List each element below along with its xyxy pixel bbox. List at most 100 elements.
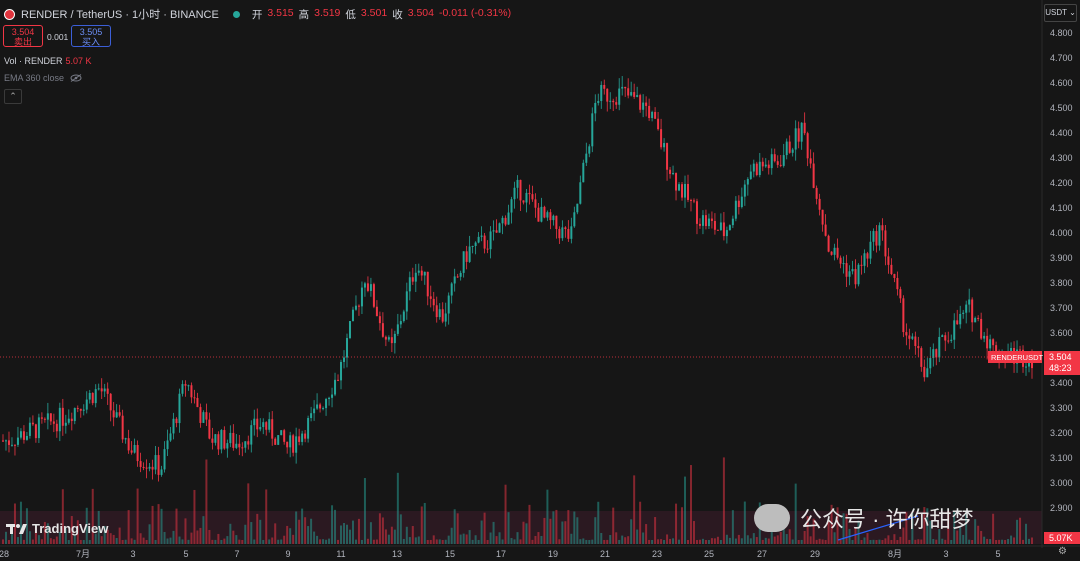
candle-body	[710, 218, 713, 221]
volume-bar	[689, 465, 692, 544]
volume-bar	[408, 537, 411, 544]
candle-body	[325, 399, 328, 409]
volume-bar	[675, 503, 678, 544]
sell-button[interactable]: 3.504 卖出	[3, 25, 43, 47]
candle-body	[423, 271, 426, 276]
settings-gear-icon[interactable]: ⚙	[1058, 546, 1067, 557]
volume-bar	[4, 531, 7, 544]
candle-body	[411, 277, 414, 282]
collapse-legend-button[interactable]: ⌃	[4, 89, 22, 104]
volume-bar	[313, 531, 316, 544]
time-tick: 29	[810, 549, 820, 559]
volume-bar	[357, 518, 360, 544]
volume-legend[interactable]: Vol · RENDER 5.07 K	[4, 56, 92, 66]
volume-bar	[459, 534, 462, 544]
candle-body	[597, 101, 600, 103]
candle-body	[585, 153, 588, 163]
volume-bar	[552, 511, 555, 544]
volume-bar	[998, 539, 1001, 544]
volume-bar	[154, 539, 157, 544]
volume-bar	[52, 539, 55, 544]
volume-bar	[340, 525, 343, 544]
volume-bar	[687, 539, 690, 544]
candle-body	[208, 419, 211, 439]
time-tick: 3	[943, 549, 948, 559]
candle-body	[157, 455, 160, 475]
candle-body	[965, 304, 968, 313]
time-tick: 25	[704, 549, 714, 559]
volume-bar	[277, 539, 280, 544]
candle-body	[313, 408, 316, 414]
volume-bar	[663, 540, 666, 544]
volume-bar	[49, 538, 52, 544]
volume-bar	[719, 539, 722, 544]
volume-bar	[319, 539, 322, 544]
candle-body	[570, 226, 573, 239]
candle-body	[322, 408, 325, 410]
volume-bar	[860, 539, 863, 544]
candle-body	[564, 227, 567, 230]
candle-body	[1019, 349, 1022, 351]
candle-body	[115, 412, 118, 418]
volume-bar	[558, 539, 561, 544]
volume-bar	[537, 532, 540, 544]
volume-bar	[64, 528, 67, 544]
volume-bar	[241, 539, 244, 544]
candle-body	[678, 184, 681, 191]
candle-body	[298, 436, 301, 442]
price-tick: 4.700	[1050, 53, 1073, 63]
eye-hidden-icon[interactable]	[70, 74, 82, 82]
candle-body	[941, 335, 944, 337]
candle-body	[929, 358, 932, 369]
candle-body	[181, 384, 184, 394]
last-price-tag	[1044, 351, 1080, 375]
candle-body	[947, 340, 950, 342]
candle-body	[489, 231, 492, 250]
tradingview-branding[interactable]: TradingView	[6, 521, 108, 536]
volume-bar	[501, 539, 504, 544]
volume-bar	[334, 509, 337, 544]
volume-bar	[205, 459, 208, 544]
candle-body	[331, 394, 334, 398]
volume-bar	[115, 537, 118, 544]
chevron-up-icon: ⌃	[9, 91, 17, 101]
symbol-tag-label: RENDERUSDT	[991, 353, 1044, 362]
volume-bar	[1031, 537, 1033, 544]
currency-select[interactable]: USDT ⌄	[1044, 4, 1077, 22]
candle-body	[522, 200, 525, 203]
volume-bar	[752, 533, 755, 544]
volume-bar	[576, 517, 579, 544]
volume-bar	[148, 524, 151, 544]
candle-body	[824, 224, 827, 236]
volume-bar	[40, 539, 43, 544]
candle-body	[971, 299, 974, 323]
candle-body	[124, 438, 127, 440]
volume-bar	[839, 539, 842, 544]
time-tick: 3	[130, 549, 135, 559]
symbol-tag	[988, 351, 1042, 363]
candle-body	[842, 263, 845, 265]
volume-bar	[304, 517, 307, 544]
volume-bar	[1004, 539, 1007, 544]
volume-bar	[911, 512, 914, 544]
volume-bar	[214, 539, 217, 544]
ema-legend[interactable]: EMA 360 close	[4, 73, 82, 83]
candle-body	[1025, 366, 1028, 368]
candle-body	[235, 443, 238, 448]
symbol-title[interactable]: RENDER / TetherUS · 1小时 · BINANCE	[21, 9, 219, 21]
candle-body	[340, 361, 343, 381]
candle-body	[908, 335, 911, 339]
buy-button[interactable]: 3.505 买入	[71, 25, 111, 47]
price-tick: 3.300	[1050, 403, 1073, 413]
volume-bar	[833, 532, 836, 544]
candle-body	[139, 461, 142, 467]
volume-bar	[268, 539, 271, 544]
candle-body	[70, 418, 73, 422]
candle-body	[782, 155, 785, 166]
volume-bar	[387, 534, 390, 544]
candle-body	[109, 393, 112, 411]
candle-body	[354, 305, 357, 310]
change-value: -0.011 (-0.31%)	[438, 6, 512, 19]
candle-body	[731, 218, 734, 226]
